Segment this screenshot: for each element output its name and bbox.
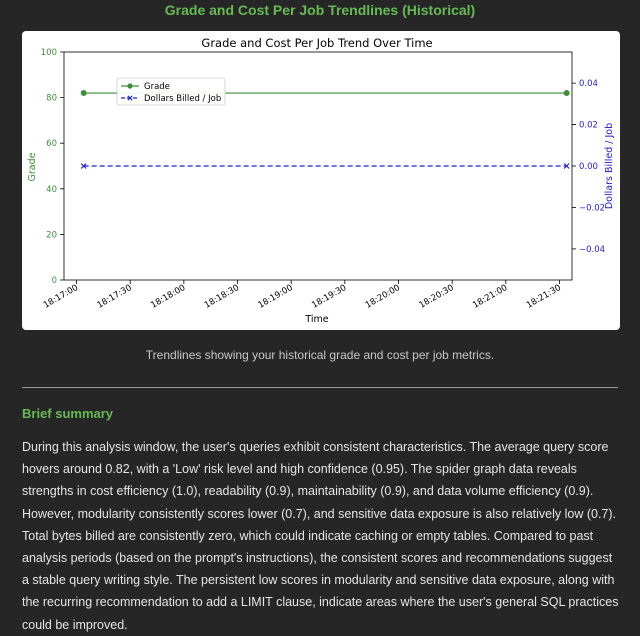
y-axis-label: Grade [27, 152, 38, 181]
y-axis: 0 20 40 60 80 100 [41, 48, 64, 286]
y-tick-label: 80 [46, 94, 57, 104]
chart-title: Grade and Cost Per Job Trend Over Time [201, 36, 432, 50]
legend-marker [127, 95, 133, 101]
y2-axis-label: Dollars Billed / Job [604, 123, 615, 209]
summary-heading: Brief summary [22, 406, 114, 421]
y2-tick-label: 0.00 [579, 162, 598, 172]
x-axis-label: Time [304, 314, 328, 325]
y-tick-label: 0 [52, 276, 57, 286]
y-tick-label: 20 [46, 230, 57, 240]
data-point-stroke [563, 163, 570, 169]
x-tick-label: 18:19:30 [310, 283, 348, 311]
y-tick-label: 60 [46, 139, 57, 149]
legend-box [116, 77, 226, 106]
legend-label: Dollars Billed / Job [144, 94, 221, 104]
section-title: Grade and Cost Per Job Trendlines (Histo… [164, 2, 476, 18]
chart-card: Grade and Cost Per Job Trend Over Time 0… [22, 31, 620, 330]
legend-label: Grade [144, 82, 170, 92]
y2-tick-label: 0.04 [579, 79, 598, 89]
x-tick-label: 18:21:30 [525, 283, 563, 311]
data-point [80, 163, 87, 169]
data-point-stroke [80, 163, 87, 169]
divider [22, 387, 618, 388]
y2-axis: 0.04 0.02 0.00 −0.02 −0.04 [572, 79, 605, 255]
x-tick-label: 18:18:30 [203, 283, 241, 311]
trend-chart: Grade and Cost Per Job Trend Over Time 0… [27, 36, 615, 325]
y-tick-label: 40 [46, 185, 57, 195]
x-tick-label: 18:18:00 [149, 283, 187, 311]
x-tick-label: 18:17:00 [42, 283, 80, 311]
legend: Grade Dollars Billed / Job [116, 77, 226, 106]
legend-marker-stroke [127, 95, 133, 101]
series-layer [80, 90, 570, 169]
legend-marker [127, 83, 133, 89]
y-tick-label: 100 [41, 48, 57, 58]
data-point [563, 163, 570, 169]
y2-tick-label: −0.02 [579, 203, 605, 213]
data-point [80, 90, 87, 97]
x-tick-label: 18:17:30 [96, 283, 134, 311]
data-point [563, 90, 570, 97]
summary-text: During this analysis window, the user's … [22, 440, 619, 632]
x-tick-label: 18:20:30 [418, 283, 456, 311]
y2-tick-label: 0.02 [579, 121, 598, 131]
x-tick-label: 18:21:00 [471, 283, 509, 311]
x-axis: 18:17:00 18:17:30 18:18:00 18:18:30 18:19:00… [42, 280, 563, 311]
chart-caption: Trendlines showing your historical grade… [145, 348, 495, 362]
y2-tick-label: −0.04 [579, 245, 605, 255]
x-tick-label: 18:20:00 [364, 283, 402, 311]
x-tick-label: 18:19:00 [257, 283, 295, 311]
